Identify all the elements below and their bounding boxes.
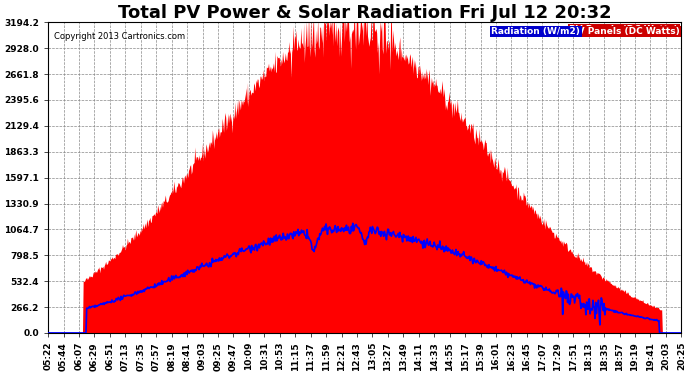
Text: PV Panels (DC Watts): PV Panels (DC Watts) [569, 26, 678, 34]
Title: Total PV Power & Solar Radiation Fri Jul 12 20:32: Total PV Power & Solar Radiation Fri Jul… [118, 4, 611, 22]
Text: Radiation (W/m2): Radiation (W/m2) [491, 27, 580, 36]
Text: Copyright 2013 Cartronics.com: Copyright 2013 Cartronics.com [55, 32, 186, 40]
Text: PV Panels (DC Watts): PV Panels (DC Watts) [571, 27, 680, 36]
